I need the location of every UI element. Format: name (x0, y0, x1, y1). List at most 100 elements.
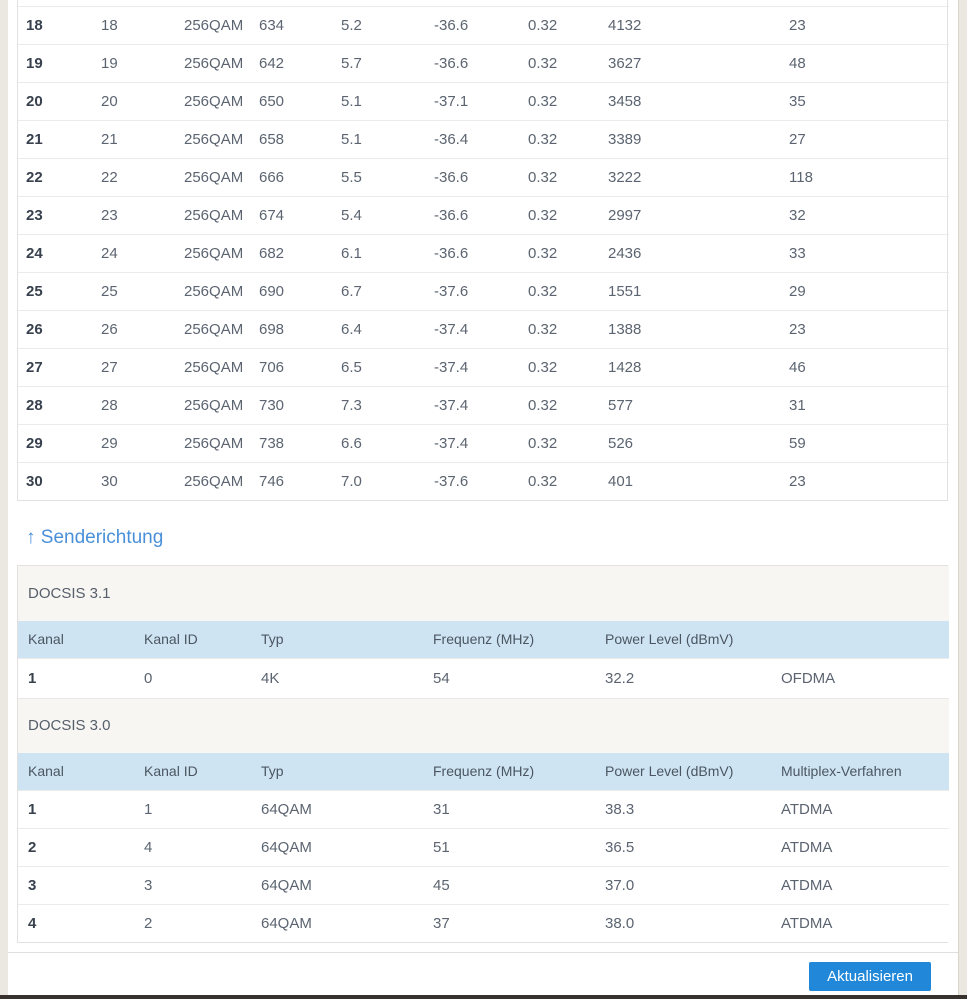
table-cell: 642 (259, 43, 341, 82)
table-cell: ATDMA (781, 903, 949, 942)
table-cell: -36.6 (434, 5, 528, 44)
table-cell: 1 (18, 657, 144, 698)
column-header: Kanal ID (144, 621, 261, 658)
table-cell: 20 (101, 81, 184, 120)
table-cell: 3458 (608, 81, 789, 120)
table-cell: -37.4 (434, 423, 528, 462)
table-cell: 23 (101, 195, 184, 234)
table-cell: 64QAM (261, 865, 433, 904)
table-cell: 2436 (608, 233, 789, 272)
table-row: 30 30 256QAM 746 7.0 -37.6 0.32 401 23 (18, 461, 950, 500)
column-header (781, 621, 949, 658)
table-cell: 0.32 (528, 309, 608, 348)
table-row: 18 18 256QAM 634 5.2 -36.6 0.32 4132 23 (18, 5, 950, 44)
table-cell: 706 (259, 347, 341, 386)
table-cell: 0.32 (528, 347, 608, 386)
table-cell: 738 (259, 423, 341, 462)
table-cell: 746 (259, 461, 341, 500)
column-header: Power Level (dBmV) (605, 753, 781, 790)
column-header: Kanal (18, 753, 144, 790)
table-cell: 59 (789, 423, 950, 462)
upstream-table-body: DOCSIS 3.1 Kanal Kanal ID Typ Frequenz (MHz… (18, 566, 949, 790)
table-cell: 29 (789, 271, 950, 310)
table-cell: 26 (18, 309, 101, 348)
table-cell: -37.4 (434, 309, 528, 348)
table-cell: 29 (18, 423, 101, 462)
table-cell: 27 (18, 347, 101, 386)
table-cell: 4132 (608, 5, 789, 44)
table-cell: -36.4 (434, 119, 528, 158)
table-cell: 666 (259, 157, 341, 196)
column-header: Multiplex-Verfahren (781, 753, 949, 790)
table-cell: OFDMA (781, 657, 949, 698)
table-cell: 45 (433, 865, 605, 904)
docsis31-section-label: DOCSIS 3.1 (18, 566, 949, 621)
table-cell: 25 (101, 271, 184, 310)
table-cell: 256QAM (184, 385, 259, 424)
table-cell: -37.4 (434, 385, 528, 424)
table-cell: 6.6 (341, 423, 434, 462)
table-cell: 3 (18, 865, 144, 904)
table-cell: 22 (18, 157, 101, 196)
upstream-section-link[interactable]: ↑ Senderichtung (26, 527, 164, 548)
table-row: 27 27 256QAM 706 6.5 -37.4 0.32 1428 46 (18, 347, 950, 386)
refresh-button[interactable]: Aktualisieren (809, 962, 931, 991)
table-cell: 54 (433, 657, 605, 698)
column-header: Frequenz (MHz) (433, 621, 605, 658)
table-cell: 33 (789, 233, 950, 272)
table-row: 29 29 256QAM 738 6.6 -37.4 0.32 526 59 (18, 423, 950, 462)
table-row: 23 23 256QAM 674 5.4 -36.6 0.32 2997 32 (18, 195, 950, 234)
table-cell: 28 (18, 385, 101, 424)
table-row: 1 1 64QAM 31 38.3 ATDMA (18, 789, 949, 828)
table-cell: 19 (18, 43, 101, 82)
table-cell: 24 (101, 233, 184, 272)
table-cell: 5.4 (341, 195, 434, 234)
docsis30-section-row: DOCSIS 3.0 (18, 697, 949, 753)
table-cell: 38.0 (605, 903, 781, 942)
docsis30-header-row: Kanal Kanal ID Typ Frequenz (MHz) Power Leve… (18, 753, 949, 790)
table-cell: 256QAM (184, 119, 259, 158)
table-cell: 36.5 (605, 827, 781, 866)
table-cell: 32.2 (605, 657, 781, 698)
table-cell: 6.7 (341, 271, 434, 310)
table-cell: 31 (789, 385, 950, 424)
content-area: 18 18 256QAM 634 5.2 -36.6 0.32 4132 23 19 19 256QA… (8, 0, 958, 995)
table-cell: -36.6 (434, 43, 528, 82)
table-cell: 0.32 (528, 157, 608, 196)
table-cell: 64QAM (261, 903, 433, 942)
table-cell: 18 (101, 5, 184, 44)
downstream-table: 18 18 256QAM 634 5.2 -36.6 0.32 4132 23 19 19 256QA… (18, 0, 950, 500)
table-cell: 4 (144, 827, 261, 866)
table-cell: 577 (608, 385, 789, 424)
table-cell: 7.0 (341, 461, 434, 500)
table-cell: 64QAM (261, 827, 433, 866)
table-row: 19 19 256QAM 642 5.7 -36.6 0.32 3627 48 (18, 43, 950, 82)
table-cell: 0.32 (528, 195, 608, 234)
table-cell: 0.32 (528, 461, 608, 500)
table-cell: 24 (18, 233, 101, 272)
table-cell: -37.6 (434, 271, 528, 310)
table-cell: 0.32 (528, 5, 608, 44)
table-cell: 634 (259, 5, 341, 44)
upstream-table: DOCSIS 3.1 Kanal Kanal ID Typ Frequenz (MHz… (18, 566, 949, 942)
table-cell: 31 (433, 789, 605, 828)
table-cell: 0.32 (528, 119, 608, 158)
table-cell: 0.32 (528, 271, 608, 310)
table-cell: 3627 (608, 43, 789, 82)
table-cell: 0.32 (528, 423, 608, 462)
table-cell: 19 (101, 43, 184, 82)
table-row: 21 21 256QAM 658 5.1 -36.4 0.32 3389 27 (18, 119, 950, 158)
table-row: 1 0 4K 54 32.2 OFDMA (18, 657, 949, 698)
table-cell: 401 (608, 461, 789, 500)
table-cell: 256QAM (184, 43, 259, 82)
table-cell: 3 (144, 865, 261, 904)
table-cell: 22 (101, 157, 184, 196)
table-row: 20 20 256QAM 650 5.1 -37.1 0.32 3458 35 (18, 81, 950, 120)
table-cell: 23 (18, 195, 101, 234)
table-cell: 5.2 (341, 5, 434, 44)
table-cell: 20 (18, 81, 101, 120)
table-cell: 35 (789, 81, 950, 120)
table-cell: 48 (789, 43, 950, 82)
table-cell: 256QAM (184, 309, 259, 348)
table-cell: 27 (789, 119, 950, 158)
